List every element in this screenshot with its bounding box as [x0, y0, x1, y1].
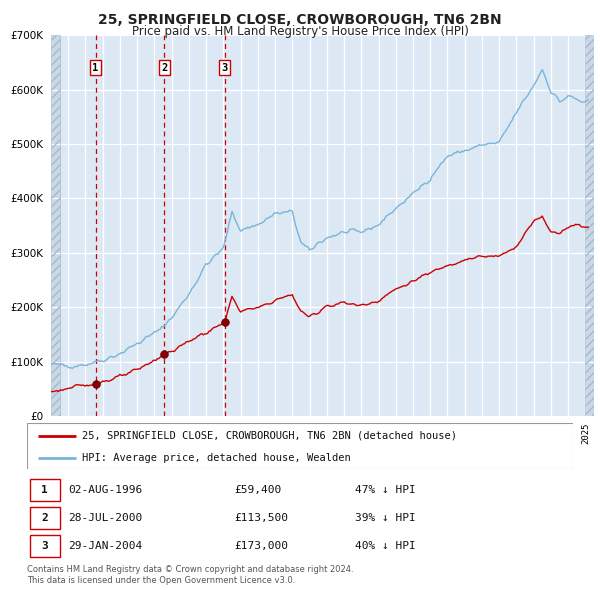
Text: 1: 1: [41, 485, 48, 495]
FancyBboxPatch shape: [30, 478, 60, 501]
Bar: [51, 35, 61, 416]
FancyBboxPatch shape: [30, 507, 60, 529]
Bar: [584, 35, 594, 416]
Text: 02-AUG-1996: 02-AUG-1996: [68, 485, 142, 495]
Text: £59,400: £59,400: [235, 485, 282, 495]
Text: 2: 2: [41, 513, 48, 523]
Text: HPI: Average price, detached house, Wealden: HPI: Average price, detached house, Weal…: [82, 453, 350, 463]
FancyBboxPatch shape: [30, 535, 60, 558]
Text: 3: 3: [221, 63, 228, 73]
Text: 28-JUL-2000: 28-JUL-2000: [68, 513, 142, 523]
Text: £173,000: £173,000: [235, 541, 289, 551]
Text: Contains HM Land Registry data © Crown copyright and database right 2024.
This d: Contains HM Land Registry data © Crown c…: [27, 565, 353, 585]
Bar: [584, 35, 594, 416]
Bar: [51, 35, 61, 416]
Text: 1: 1: [92, 63, 98, 73]
Text: 25, SPRINGFIELD CLOSE, CROWBOROUGH, TN6 2BN (detached house): 25, SPRINGFIELD CLOSE, CROWBOROUGH, TN6 …: [82, 431, 457, 441]
Text: 40% ↓ HPI: 40% ↓ HPI: [355, 541, 415, 551]
Text: £113,500: £113,500: [235, 513, 289, 523]
Text: 3: 3: [41, 541, 48, 551]
Text: 29-JAN-2004: 29-JAN-2004: [68, 541, 142, 551]
Text: 39% ↓ HPI: 39% ↓ HPI: [355, 513, 415, 523]
Text: 2: 2: [161, 63, 167, 73]
Text: 47% ↓ HPI: 47% ↓ HPI: [355, 485, 415, 495]
Text: 25, SPRINGFIELD CLOSE, CROWBOROUGH, TN6 2BN: 25, SPRINGFIELD CLOSE, CROWBOROUGH, TN6 …: [98, 13, 502, 27]
Text: Price paid vs. HM Land Registry's House Price Index (HPI): Price paid vs. HM Land Registry's House …: [131, 25, 469, 38]
